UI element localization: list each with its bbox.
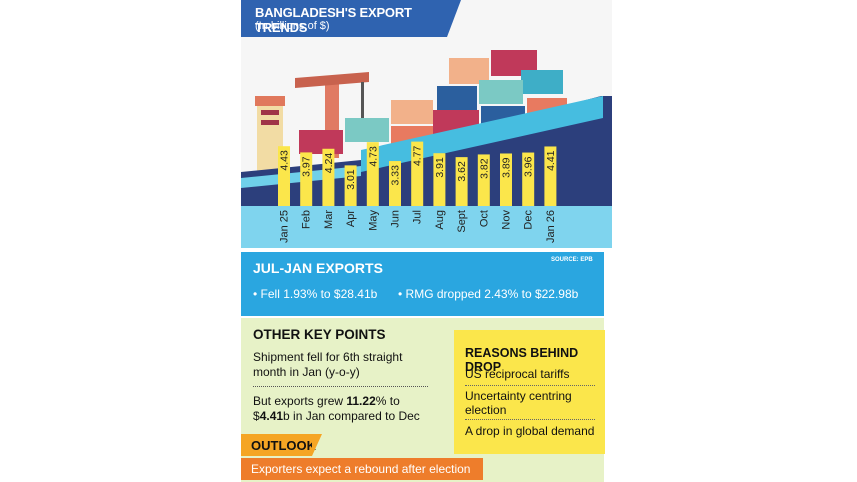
bar-value-label: 3.91	[434, 157, 446, 178]
jul-jan-item-text: RMG dropped 2.43% to $22.98b	[405, 287, 579, 301]
reason-item-2: Uncertainty centring election	[465, 389, 572, 417]
x-tick-label: Oct	[478, 210, 490, 227]
x-tick-label: Jul	[412, 210, 424, 224]
bar-sept	[455, 157, 468, 206]
bar-value-label: 4.43	[279, 150, 291, 171]
bullet-icon: •	[253, 287, 261, 301]
x-tick-label: Mar	[323, 210, 335, 229]
reasons-title: REASONS BEHIND DROP	[465, 346, 579, 374]
divider	[253, 386, 428, 387]
x-tick-label: Nov	[501, 210, 513, 230]
bar-value-label: 4.77	[412, 145, 424, 166]
bar-value-label: 4.73	[367, 146, 379, 167]
bullet-icon: •	[398, 287, 406, 301]
x-tick-label: Feb	[301, 210, 313, 229]
bar-value-label: 3.82	[478, 158, 490, 179]
bar-value-label: 4.41	[545, 150, 557, 171]
jul-jan-item-text: Fell 1.93% to $28.41b	[260, 287, 378, 301]
bar-aug	[433, 153, 446, 206]
outlook-bar: Exporters expect a rebound after electio…	[241, 458, 483, 480]
bar-nov	[500, 153, 512, 206]
bar-jan-26	[544, 146, 557, 206]
water-band	[241, 206, 612, 248]
x-tick-label: Sept	[456, 210, 468, 233]
key-point-2: But exports grew 11.22% to $4.41b in Jan…	[253, 394, 431, 424]
bar-jun	[389, 161, 401, 206]
key-point-1: Shipment fell for 6th straight month in …	[253, 350, 403, 379]
bar-jan-25	[278, 146, 290, 206]
x-tick-label: May	[367, 210, 379, 231]
x-tick-label: Jan 25	[279, 210, 291, 243]
divider	[465, 419, 595, 420]
key-point-2-text: % to $	[253, 394, 400, 423]
bar-value-label: 3.33	[390, 165, 402, 186]
bar-jul	[411, 141, 424, 206]
x-tick-label: Jan 26	[545, 210, 557, 243]
bar-value-label: 3.97	[301, 156, 313, 177]
outlook-tag: OUTLOOK	[241, 434, 322, 456]
bar-apr	[344, 165, 357, 206]
bar-value-label: 4.24	[323, 153, 335, 174]
bar-oct	[477, 154, 490, 206]
bar-may	[366, 142, 379, 206]
x-tick-label: Apr	[345, 210, 357, 227]
bars: 4.43 3.97 4.24 3.01 4.73 3.33 4.77 3.91 3.62 3.82…	[278, 141, 557, 206]
bar-feb	[300, 152, 313, 206]
divider	[465, 385, 595, 386]
title-banner: BANGLADESH'S EXPORT TRENDS (In billions …	[241, 0, 461, 37]
x-tick-label: Aug	[434, 210, 446, 230]
outlook-text: Exporters expect a rebound after electio…	[251, 462, 471, 476]
bar-dec	[522, 152, 535, 206]
growth-value: 11.22	[346, 394, 376, 408]
bar-value-label: 3.01	[345, 169, 357, 190]
jul-jan-title: JUL-JAN EXPORTS	[253, 260, 383, 276]
reasons-box: REASONS BEHIND DROP US reciprocal tariff…	[454, 330, 605, 454]
x-tick-label: Dec	[523, 210, 535, 230]
source-label: SOURCE: EPB	[551, 257, 593, 263]
outlook-title: OUTLOOK	[251, 438, 316, 453]
jul-jan-item-2: • RMG dropped 2.43% to $22.98b	[398, 287, 578, 301]
infographic: 4.43 3.97 4.24 3.01 4.73 3.33 4.77 3.91 3.62 3.82…	[241, 0, 612, 482]
reason-item-1: US reciprocal tariffs	[465, 367, 570, 381]
x-tick-label: Jun	[390, 210, 402, 228]
reason-item-3: A drop in global demand	[465, 424, 595, 438]
other-key-points-title: OTHER KEY POINTS	[253, 327, 386, 342]
bar-value-label: 3.62	[456, 161, 468, 182]
chart-area: 4.43 3.97 4.24 3.01 4.73 3.33 4.77 3.91 3.62 3.82…	[241, 0, 612, 248]
bar-mar	[322, 148, 335, 206]
jul-jan-item-1: • Fell 1.93% to $28.41b	[253, 287, 377, 301]
x-axis-labels: Jan 25 Feb Mar Apr May Jun Jul Aug Sept Oct Nov Dec…	[279, 210, 557, 244]
jul-jan-section	[241, 252, 604, 316]
key-point-2-text: b in Jan compared to Dec	[283, 409, 420, 423]
bar-value-label: 3.89	[501, 157, 513, 178]
bar-value-label: 3.96	[523, 156, 535, 177]
export-value: 4.41	[259, 409, 284, 423]
chart-subtitle: (In billions of $)	[255, 20, 330, 32]
chart-title: BANGLADESH'S EXPORT TRENDS	[255, 5, 412, 35]
key-point-2-text: But exports grew	[253, 394, 347, 408]
